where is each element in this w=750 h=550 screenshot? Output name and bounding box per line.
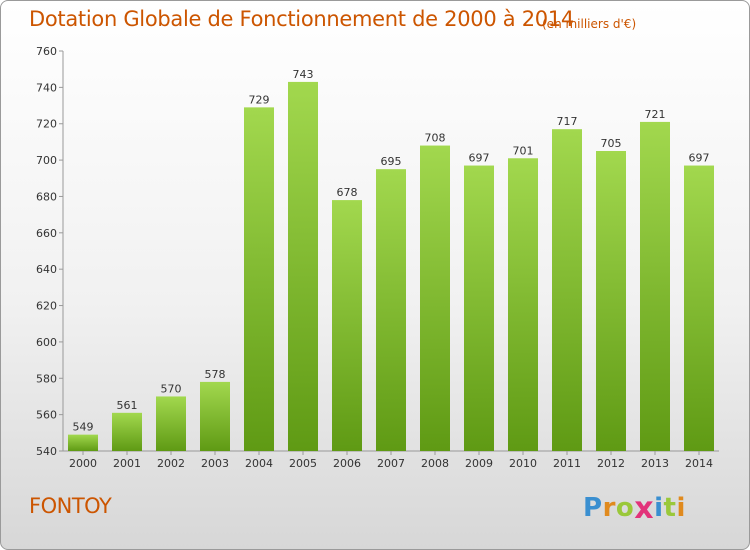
bar	[464, 165, 494, 451]
y-tick-label: 660	[36, 227, 57, 240]
bar	[508, 158, 538, 452]
bar	[552, 129, 582, 451]
bar-value-label: 578	[205, 368, 226, 381]
bar-value-label: 697	[469, 152, 490, 165]
x-tick-label: 2003	[201, 457, 229, 470]
bar-value-label: 701	[513, 144, 534, 157]
logo-letter: P	[583, 493, 603, 523]
logo-letter: o	[615, 493, 635, 523]
x-tick-label: 2013	[641, 457, 669, 470]
bar	[420, 145, 450, 451]
y-tick-label: 580	[36, 372, 57, 385]
y-tick-label: 720	[36, 118, 57, 131]
bar-value-label: 717	[557, 115, 578, 128]
x-tick-label: 2011	[553, 457, 581, 470]
x-tick-label: 2006	[333, 457, 361, 470]
commune-name: FONTOY	[29, 494, 112, 518]
x-tick-label: 2009	[465, 457, 493, 470]
bar	[288, 81, 318, 451]
bar	[112, 412, 142, 451]
logo-letter: i	[654, 493, 664, 523]
bar-value-label: 561	[117, 399, 138, 412]
y-tick-label: 760	[36, 45, 57, 58]
y-tick-label: 700	[36, 154, 57, 167]
bar-value-label: 705	[601, 137, 622, 150]
x-tick-label: 2001	[113, 457, 141, 470]
x-tick-label: 2014	[685, 457, 713, 470]
y-tick-label: 680	[36, 190, 57, 203]
y-tick-label: 640	[36, 263, 57, 276]
y-tick-label: 600	[36, 336, 57, 349]
bar	[156, 396, 186, 451]
logo-letter: t	[663, 493, 677, 523]
bar	[68, 434, 98, 451]
bar-value-label: 695	[381, 155, 402, 168]
bar-value-label: 678	[337, 186, 358, 199]
x-tick-label: 2005	[289, 457, 317, 470]
proxiti-logo: Proxiti	[583, 489, 686, 526]
x-tick-label: 2004	[245, 457, 273, 470]
y-tick-label: 540	[36, 445, 57, 458]
bar-value-label: 721	[645, 108, 666, 121]
chart-title: Dotation Globale de Fonctionnement de 20…	[29, 7, 574, 31]
logo-letter: r	[602, 493, 616, 523]
bar-value-label: 570	[161, 382, 182, 395]
bar	[684, 165, 714, 451]
chart-unit: (en milliers d'€)	[542, 17, 637, 31]
bar-value-label: 708	[425, 132, 446, 145]
x-tick-label: 2000	[69, 457, 97, 470]
y-tick-label: 620	[36, 300, 57, 313]
x-tick-label: 2008	[421, 457, 449, 470]
y-tick-label: 560	[36, 409, 57, 422]
logo-letter: i	[676, 493, 686, 523]
x-tick-label: 2002	[157, 457, 185, 470]
bar	[376, 169, 406, 451]
bar	[200, 381, 230, 451]
bar-value-label: 729	[249, 93, 270, 106]
bar	[332, 200, 362, 451]
bar-value-label: 743	[293, 68, 314, 81]
x-tick-label: 2007	[377, 457, 405, 470]
logo-letter: x	[634, 491, 655, 526]
x-tick-label: 2010	[509, 457, 537, 470]
bar-value-label: 697	[689, 152, 710, 165]
x-tick-label: 2012	[597, 457, 625, 470]
bar	[640, 121, 670, 451]
y-tick-label: 740	[36, 81, 57, 94]
bar-value-label: 549	[73, 421, 94, 434]
bar	[596, 151, 626, 451]
bar	[244, 107, 274, 451]
